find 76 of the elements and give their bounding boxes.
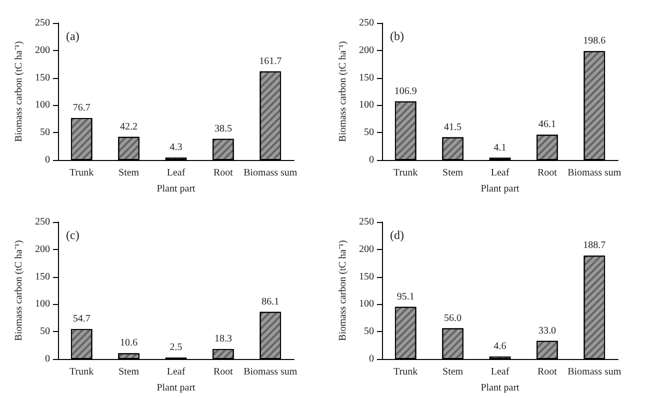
x-axis-title: Plant part (480, 184, 520, 194)
x-tick-label: Stem (442, 168, 464, 178)
y-tick-label: 250 (35, 216, 50, 228)
data-label: 56.0 (444, 312, 462, 324)
y-tick-label: 200 (35, 244, 50, 255)
annotation: (c) (66, 228, 80, 242)
y-tick-label: 100 (35, 298, 50, 310)
y-tick-label: 150 (35, 72, 50, 84)
annotation: (d) (390, 228, 404, 242)
data-label: 2.5 (170, 342, 182, 354)
y-tick-label: 0 (369, 354, 374, 364)
annotation: (a) (66, 29, 80, 43)
x-tick-label: Leaf (166, 168, 186, 178)
y-tick-label: 0 (369, 154, 374, 166)
x-tick-label: Trunk (394, 168, 418, 178)
data-label: 86.1 (262, 296, 280, 308)
y-tick-label: 50 (364, 127, 374, 138)
data-label: 4.6 (494, 340, 506, 352)
y-tick-label: 250 (359, 216, 374, 228)
x-tick-label: Trunk (70, 366, 94, 378)
x-axis-title: Plant part (156, 184, 196, 194)
x-tick-label: Root (213, 366, 234, 378)
x-axis-title: Plant part (156, 382, 196, 394)
data-label: 106.9 (394, 86, 417, 97)
data-label: 76.7 (72, 102, 90, 114)
x-tick-label: Trunk (70, 168, 94, 178)
data-label: 95.1 (396, 291, 414, 302)
annotation: (b) (390, 29, 404, 43)
data-label: 38.5 (214, 123, 232, 134)
data-label: 4.3 (170, 142, 182, 154)
y-tick-label: 150 (359, 72, 374, 84)
y-tick-label: 150 (35, 271, 50, 282)
y-tick-label: 100 (35, 100, 50, 111)
x-tick-label: Root (537, 168, 558, 178)
x-tick-label: Root (213, 168, 234, 178)
y-tick-label: 50 (364, 326, 374, 338)
data-label: 33.0 (538, 325, 556, 336)
y-tick-label: 0 (45, 354, 50, 364)
data-label: 18.3 (214, 333, 232, 344)
data-label: 46.1 (538, 119, 556, 130)
y-axis-title: Biomass carbon (tC ha⁻¹) (14, 240, 24, 341)
y-tick-label: 200 (359, 244, 374, 255)
y-tick-label: 100 (359, 298, 374, 310)
y-tick-label: 200 (359, 44, 374, 56)
x-tick-label: Biomass sum (568, 168, 622, 178)
x-tick-label: Leaf (166, 366, 186, 378)
y-tick-label: 250 (359, 18, 374, 28)
x-tick-label: Biomass sum (568, 366, 622, 378)
y-tick-label: 100 (359, 100, 374, 111)
data-label: 41.5 (444, 122, 462, 133)
x-tick-label: Biomass sum (244, 168, 298, 178)
data-label: 4.1 (494, 142, 506, 154)
y-axis-title: Biomass carbon (tC ha⁻¹) (338, 240, 348, 341)
x-tick-label: Leaf (490, 366, 510, 378)
x-tick-label: Trunk (394, 366, 418, 378)
x-axis-title: Plant part (480, 382, 520, 394)
data-label: 161.7 (259, 56, 282, 67)
y-axis-title: Biomass carbon (tC ha⁻¹) (338, 41, 348, 142)
y-tick-label: 50 (40, 326, 50, 338)
y-tick-label: 250 (35, 18, 50, 28)
data-label: 10.6 (120, 338, 138, 349)
y-tick-label: 50 (40, 127, 50, 138)
y-tick-label: 200 (35, 44, 50, 56)
data-label: 54.7 (72, 314, 90, 325)
x-tick-label: Stem (442, 366, 464, 378)
data-label: 198.6 (583, 36, 606, 47)
x-tick-label: Root (537, 366, 558, 378)
data-label: 42.2 (120, 121, 138, 132)
y-tick-label: 0 (45, 154, 50, 166)
x-tick-label: Stem (118, 168, 140, 178)
x-tick-label: Stem (118, 366, 140, 378)
x-tick-label: Leaf (490, 168, 510, 178)
x-tick-label: Biomass sum (244, 366, 298, 378)
y-axis-title: Biomass carbon (tC ha⁻¹) (14, 41, 24, 142)
y-tick-label: 150 (359, 271, 374, 282)
data-label: 188.7 (583, 240, 606, 252)
